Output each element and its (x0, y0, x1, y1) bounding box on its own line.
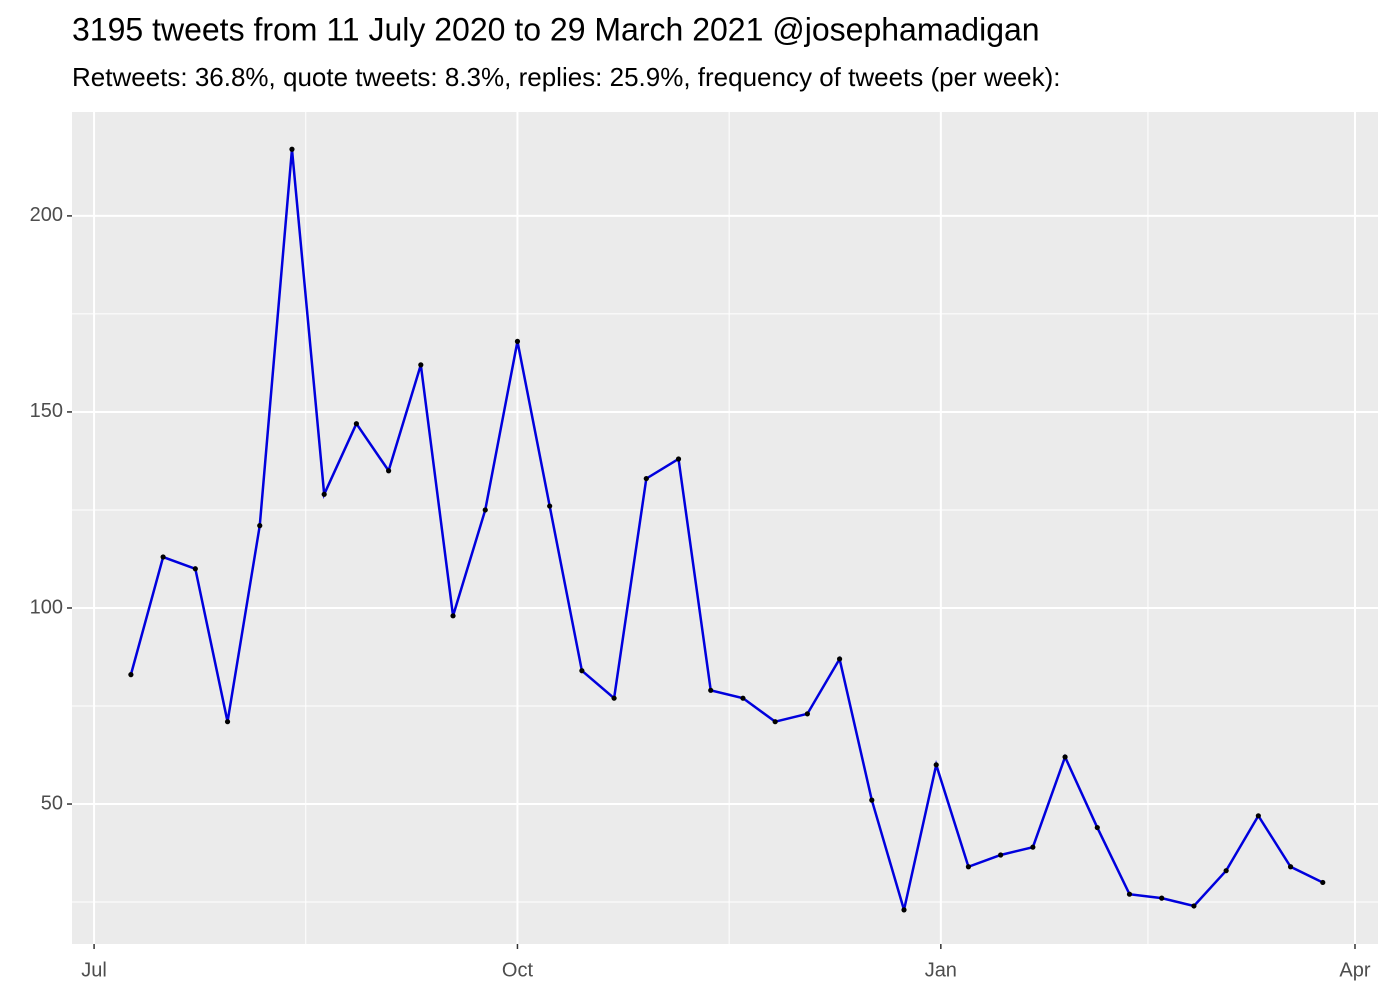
data-point (514, 338, 521, 344)
data-point (611, 695, 617, 701)
y-tick-label: 50 (41, 792, 63, 814)
data-point (1126, 891, 1133, 897)
data-point (675, 456, 682, 462)
y-tick-label: 150 (30, 400, 63, 422)
data-point (1094, 824, 1100, 831)
data-point (482, 507, 488, 513)
data-point (1287, 864, 1294, 870)
data-point (1030, 844, 1036, 850)
data-point (708, 687, 714, 693)
data-point (998, 852, 1004, 858)
data-point (1062, 754, 1068, 760)
data-point (289, 146, 295, 152)
data-point (547, 503, 553, 509)
data-point (1191, 903, 1197, 909)
data-point (869, 797, 875, 803)
x-tick-label: Jan (925, 959, 957, 981)
x-tick-label: Apr (1339, 959, 1370, 981)
y-tick-label: 200 (30, 204, 63, 226)
data-point (418, 362, 424, 368)
data-point (160, 554, 166, 560)
data-point (1159, 895, 1165, 901)
data-point (643, 475, 649, 482)
data-point (965, 864, 972, 870)
data-point (450, 613, 456, 619)
data-point (321, 491, 327, 497)
chart-title: 3195 tweets from 11 July 2020 to 29 Marc… (72, 11, 1040, 47)
data-point (836, 656, 843, 662)
data-point (224, 719, 231, 725)
data-point (772, 719, 778, 725)
x-tick-label: Jul (81, 959, 107, 981)
data-point (192, 566, 198, 572)
plot-panel (72, 112, 1378, 944)
chart-subtitle: Retweets: 36.8%, quote tweets: 8.3%, rep… (72, 62, 1061, 92)
data-point (1255, 813, 1261, 819)
data-line (129, 149, 1324, 911)
data-point (1223, 868, 1229, 874)
data-point (353, 421, 359, 427)
data-point (1320, 879, 1326, 886)
x-tick-label: Oct (502, 959, 534, 981)
data-point (386, 468, 392, 474)
data-point (579, 668, 585, 674)
data-point (128, 672, 134, 678)
data-point (901, 907, 907, 913)
data-point (257, 523, 263, 529)
data-point (804, 711, 810, 717)
data-point (933, 762, 939, 768)
y-tick-label: 100 (30, 596, 63, 618)
data-point (740, 695, 746, 701)
